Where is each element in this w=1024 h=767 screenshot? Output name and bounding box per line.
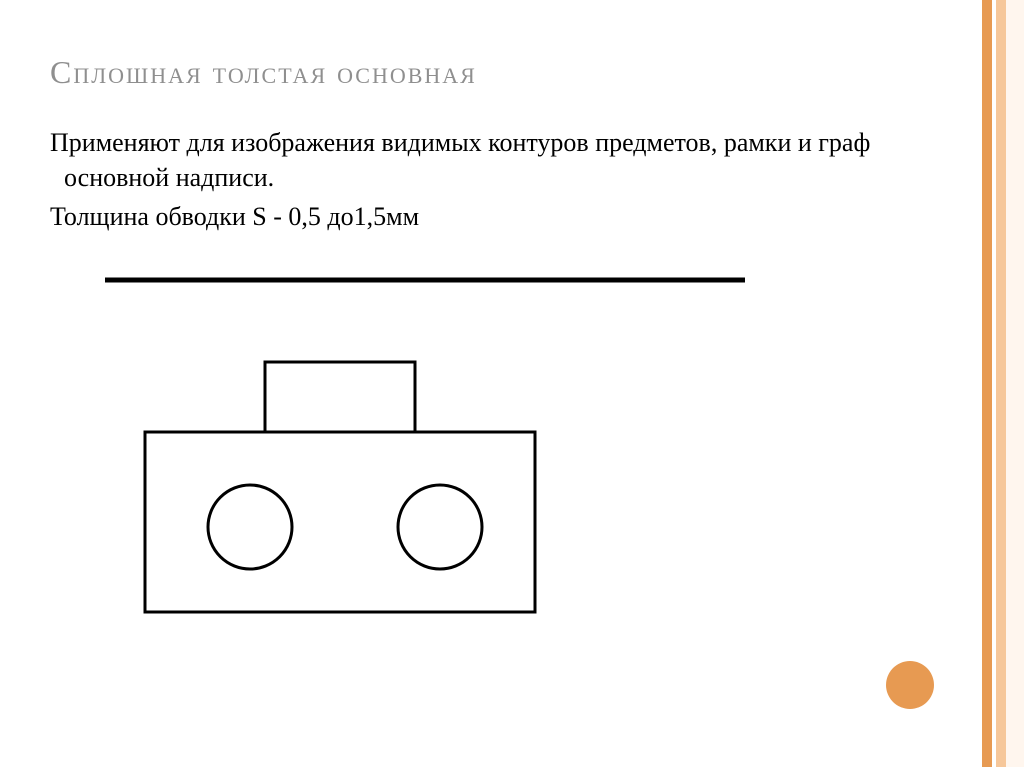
corner-dot	[886, 661, 934, 709]
edge-stripes	[982, 0, 1024, 767]
body-text: Применяют для изображения видимых контур…	[50, 125, 932, 234]
body-line-1: Применяют для изображения видимых контур…	[50, 125, 932, 195]
hole-right	[398, 485, 482, 569]
stripe-outer	[982, 0, 992, 767]
part-main-rect	[145, 432, 535, 612]
body-line-2: Толщина обводки S - 0,5 до1,5мм	[50, 199, 932, 234]
diagram-svg	[50, 252, 930, 682]
stripe-pale	[1006, 0, 1024, 767]
part-top-rect	[265, 362, 415, 432]
diagram	[50, 252, 930, 682]
hole-left	[208, 485, 292, 569]
slide: Сплошная толстая основная Применяют для …	[0, 0, 982, 767]
stripe-inner	[996, 0, 1006, 767]
slide-title: Сплошная толстая основная	[50, 54, 932, 91]
